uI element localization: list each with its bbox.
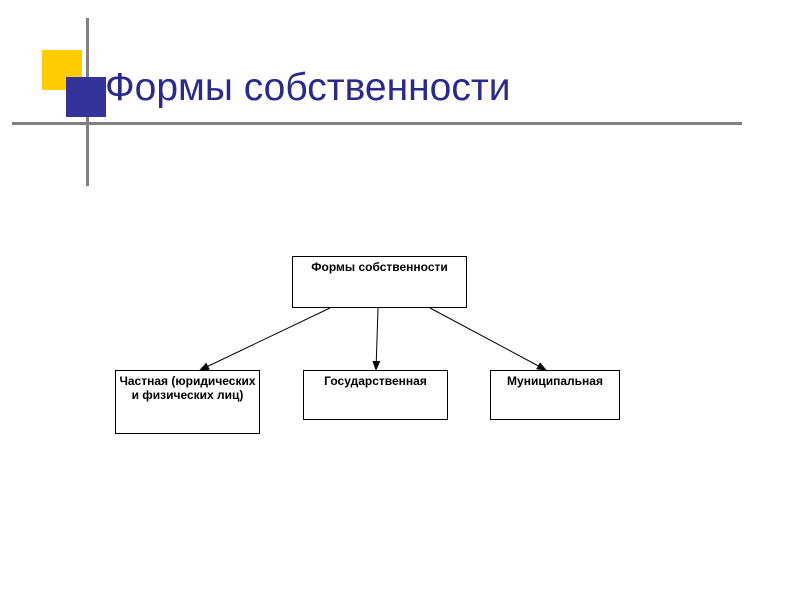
page-title: Формы собственности [105,66,510,110]
node-left: Частная (юридических и физических лиц) [115,370,260,434]
decor-blue-square [66,77,106,117]
slide: Формы собственности Формы собственности … [0,0,800,600]
node-right: Муниципальная [490,370,620,420]
node-mid: Государственная [303,370,448,420]
node-root: Формы собственности [292,256,467,308]
decor-horizontal-line [12,122,742,125]
